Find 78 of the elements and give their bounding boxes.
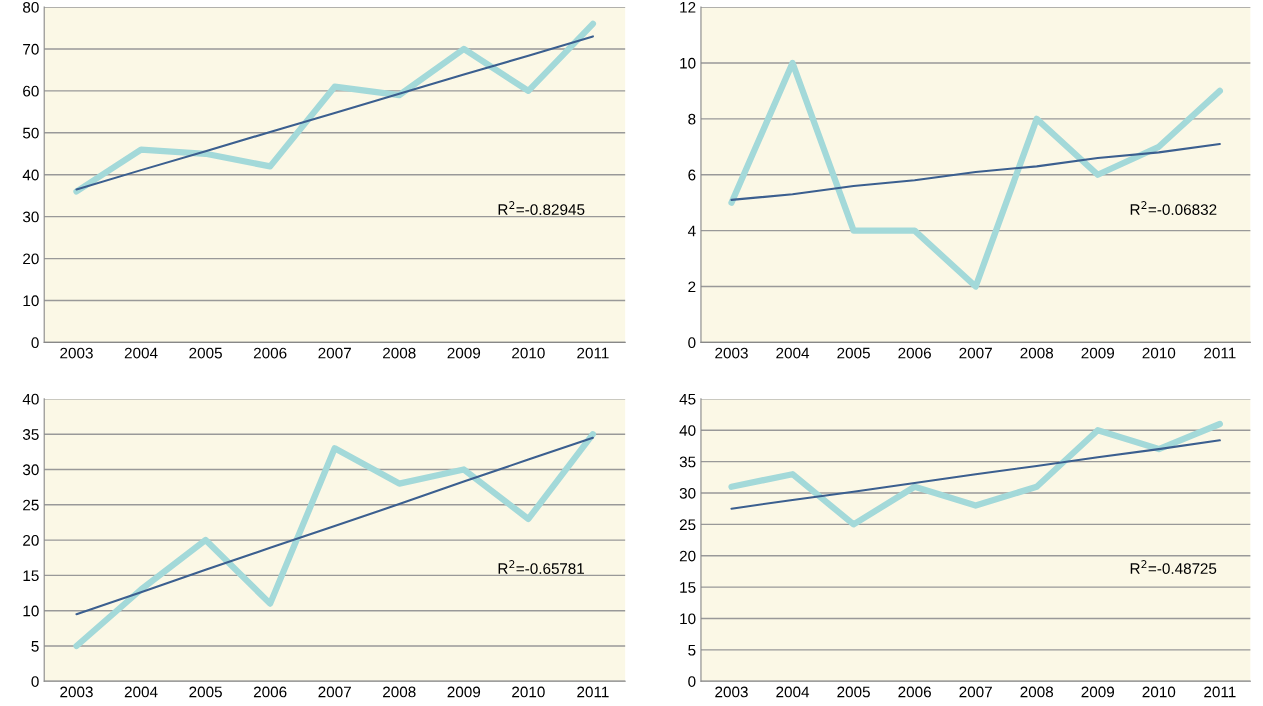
x-tick-label: 2009 [447, 347, 481, 359]
x-tick-label: 2009 [1081, 686, 1115, 698]
y-tick-label: 45 [679, 393, 696, 405]
annotation: R$^{2}$=-0.65781 [498, 560, 584, 575]
line-series [730, 142, 1221, 201]
y-tick-label: 0 [31, 676, 39, 687]
x-tick-label: 2010 [1142, 686, 1176, 698]
x-tick-label: 2006 [898, 347, 931, 359]
y-tick-label: 40 [679, 425, 696, 436]
x-tick-label: 2006 [253, 686, 287, 698]
y-tick-label: 20 [23, 253, 39, 265]
line-series [730, 439, 1221, 510]
y-tick-label: 40 [22, 169, 39, 181]
y-tick-label: 15 [680, 582, 696, 593]
x-tick-label: 2006 [253, 347, 287, 359]
y-tick-label: 4 [687, 225, 696, 237]
line-series [75, 436, 594, 616]
y-tick-label: 2 [688, 281, 696, 293]
y-tick-label: 50 [22, 127, 39, 139]
y-tick-label: 25 [679, 519, 696, 531]
x-tick-label: 2007 [318, 347, 351, 359]
y-tick-label: 25 [23, 499, 39, 511]
x-tick-label: 2005 [837, 686, 870, 698]
y-tick-label: 15 [23, 570, 39, 582]
x-tick-label: 2004 [776, 347, 810, 359]
y-tick-label: 40 [22, 393, 39, 405]
y-tick-label: 10 [680, 57, 696, 69]
x-tick-label: 2009 [1081, 347, 1115, 359]
x-tick-label: 2004 [124, 686, 158, 698]
annotation: R$^{2}$=-0.48725 [1130, 560, 1217, 575]
y-tick-label: 30 [22, 211, 39, 223]
x-tick-label: 2009 [447, 686, 481, 698]
y-tick-label: 8 [688, 113, 696, 125]
x-tick-label: 2011 [1204, 347, 1236, 359]
x-tick-label: 2011 [577, 686, 609, 698]
x-tick-label: 2011 [577, 347, 609, 359]
x-tick-label: 2010 [512, 686, 545, 698]
annotation: R$^{2}$=-0.82945 [498, 201, 585, 216]
x-tick-label: 2011 [1204, 686, 1236, 698]
y-tick-label: 30 [679, 487, 696, 499]
y-tick-label: 12 [680, 1, 696, 13]
x-tick-label: 2008 [1020, 686, 1054, 698]
y-tick-label: 30 [22, 464, 39, 476]
x-tick-label: 2010 [1142, 347, 1176, 359]
y-tick-label: 10 [680, 613, 696, 625]
x-tick-label: 2005 [189, 686, 222, 698]
y-tick-label: 0 [31, 337, 39, 349]
y-tick-label: 6 [688, 169, 696, 181]
x-tick-label: 2007 [959, 347, 992, 359]
x-tick-label: 2008 [1020, 347, 1054, 359]
y-tick-label: 20 [23, 534, 39, 546]
x-tick-label: 2005 [837, 347, 870, 359]
x-tick-label: 2004 [124, 347, 158, 359]
y-tick-label: 35 [22, 429, 39, 440]
x-tick-label: 2006 [898, 686, 931, 698]
y-tick-label: 10 [23, 605, 39, 617]
y-tick-label: 5 [688, 644, 696, 656]
annotation: R$^{2}$=-0.06832 [1130, 201, 1217, 216]
y-tick-label: 20 [679, 550, 696, 562]
x-tick-label: 2003 [715, 686, 748, 698]
x-tick-label: 2003 [715, 347, 748, 359]
x-tick-label: 2010 [512, 347, 545, 359]
x-tick-label: 2003 [60, 686, 93, 698]
x-tick-label: 2007 [959, 686, 992, 698]
y-tick-label: 70 [23, 43, 39, 55]
y-tick-label: 60 [23, 85, 39, 97]
y-tick-label: 35 [679, 456, 696, 468]
x-tick-label: 2007 [318, 686, 351, 698]
y-tick-label: 80 [23, 1, 39, 13]
x-tick-label: 2004 [776, 686, 810, 698]
x-tick-label: 2005 [189, 347, 222, 359]
x-tick-label: 2003 [60, 347, 93, 359]
x-tick-label: 2008 [383, 686, 416, 698]
y-tick-label: 10 [23, 295, 39, 307]
y-tick-label: 0 [688, 337, 696, 349]
y-tick-label: 0 [688, 676, 696, 687]
y-tick-label: 5 [31, 641, 39, 652]
x-tick-label: 2008 [383, 347, 416, 359]
